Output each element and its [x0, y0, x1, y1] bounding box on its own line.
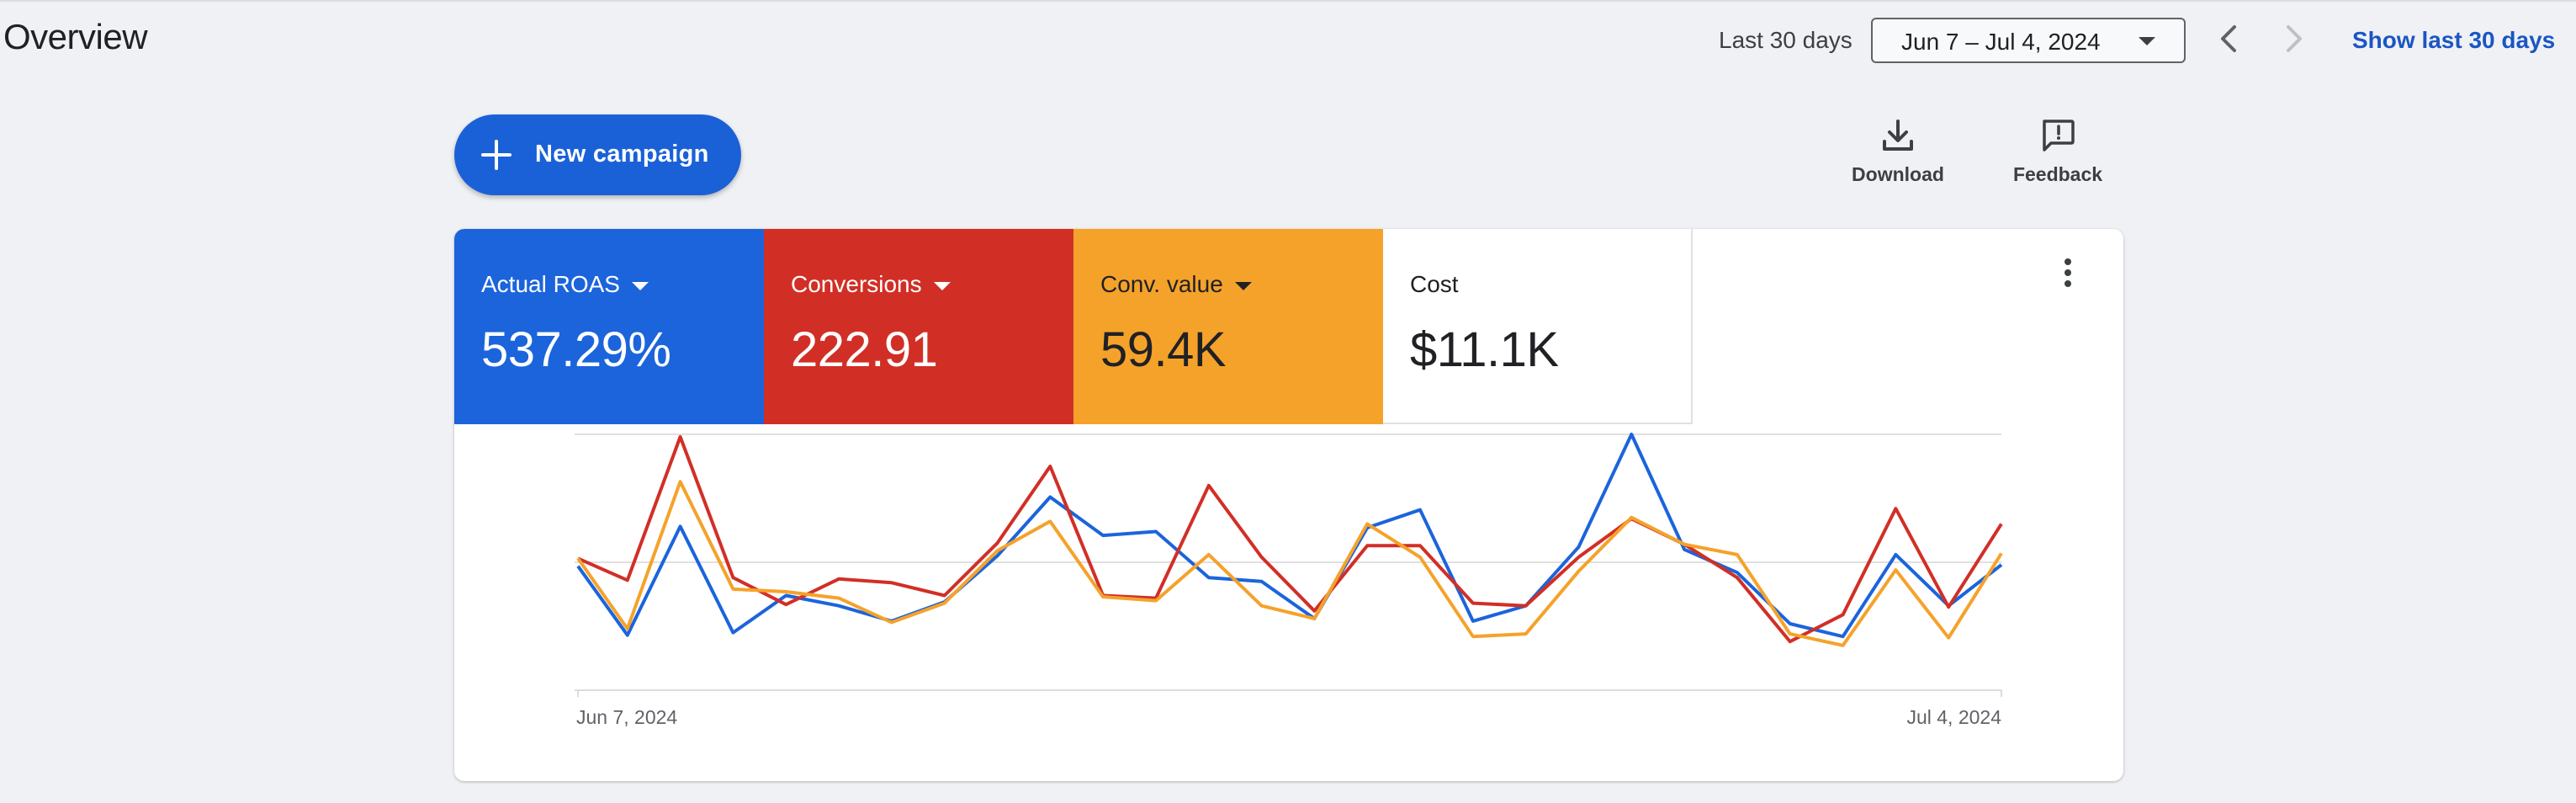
new-campaign-label: New campaign — [535, 141, 709, 168]
chevron-left-icon — [2221, 25, 2236, 52]
chart-series-line-1 — [577, 435, 2003, 644]
scorecard-conversions[interactable]: Conversions 222.91 — [764, 229, 1073, 424]
show-last-30-days-link[interactable]: Show last 30 days — [2352, 27, 2556, 53]
scorecard-value: 222.91 — [791, 322, 938, 377]
caret-down-icon — [1234, 281, 1252, 290]
caret-down-icon — [631, 281, 649, 290]
performance-chart: Jun 7, 2024 Jul 4, 2024 — [575, 433, 2003, 728]
chart-x-tick-label: Jun 7, 2024 — [576, 706, 677, 728]
caret-down-icon — [933, 281, 951, 290]
chevron-right-icon — [2287, 25, 2302, 52]
plus-icon — [481, 140, 511, 170]
date-range-value: Jun 7 – Jul 4, 2024 — [1901, 29, 2101, 55]
next-period-button[interactable] — [2277, 20, 2310, 57]
download-button[interactable]: Download — [1822, 118, 1974, 194]
chevron-down-icon — [2139, 37, 2155, 45]
scorecard-label: Cost — [1410, 271, 1459, 297]
scorecard-value: 59.4K — [1100, 322, 1227, 377]
date-range-picker[interactable]: Jun 7 – Jul 4, 2024 — [1871, 18, 2186, 63]
more-vert-icon — [2065, 258, 2071, 287]
performance-card: Actual ROAS 537.29% Conversions 222.91 C… — [454, 229, 2123, 781]
feedback-icon — [2043, 120, 2075, 152]
scorecard-label: Actual ROAS — [481, 271, 649, 298]
new-campaign-button[interactable]: New campaign — [454, 114, 741, 195]
chart-x-tick-label: Jul 4, 2024 — [1906, 706, 2001, 728]
top-divider — [0, 0, 2576, 2]
scorecard-value: 537.29% — [481, 322, 671, 377]
scorecard-cost[interactable]: Cost $11.1K — [1383, 229, 1693, 424]
scorecard-label: Conversions — [791, 271, 951, 298]
download-label: Download — [1852, 163, 1944, 185]
scorecard-conv-value[interactable]: Conv. value 59.4K — [1073, 229, 1383, 424]
more-options-button[interactable] — [2058, 256, 2078, 290]
scorecard-value: $11.1K — [1410, 322, 1559, 377]
date-range-label: Last 30 days — [1719, 27, 1852, 53]
download-icon — [1883, 120, 1913, 151]
feedback-label: Feedback — [2012, 163, 2103, 185]
chart-series-line-0 — [576, 433, 2003, 639]
chart-series-line-2 — [576, 480, 2003, 647]
scorecard-actual-roas[interactable]: Actual ROAS 537.29% — [454, 229, 764, 424]
feedback-button[interactable]: Feedback — [1982, 118, 2133, 194]
scorecard-label: Conv. value — [1100, 271, 1252, 298]
page-title: Overview — [3, 17, 148, 56]
previous-period-button[interactable] — [2213, 20, 2246, 57]
